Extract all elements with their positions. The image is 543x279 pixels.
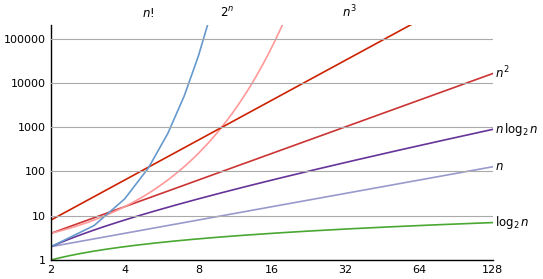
Text: $n^2$: $n^2$ <box>495 65 510 82</box>
Text: $n\,\log_2 n$: $n\,\log_2 n$ <box>495 121 539 138</box>
Text: $n!$: $n!$ <box>142 7 155 20</box>
Text: $n$: $n$ <box>495 160 504 173</box>
Text: $n^3$: $n^3$ <box>342 4 356 20</box>
Text: $2^n$: $2^n$ <box>220 6 235 20</box>
Text: $\log_2 n$: $\log_2 n$ <box>495 214 529 231</box>
